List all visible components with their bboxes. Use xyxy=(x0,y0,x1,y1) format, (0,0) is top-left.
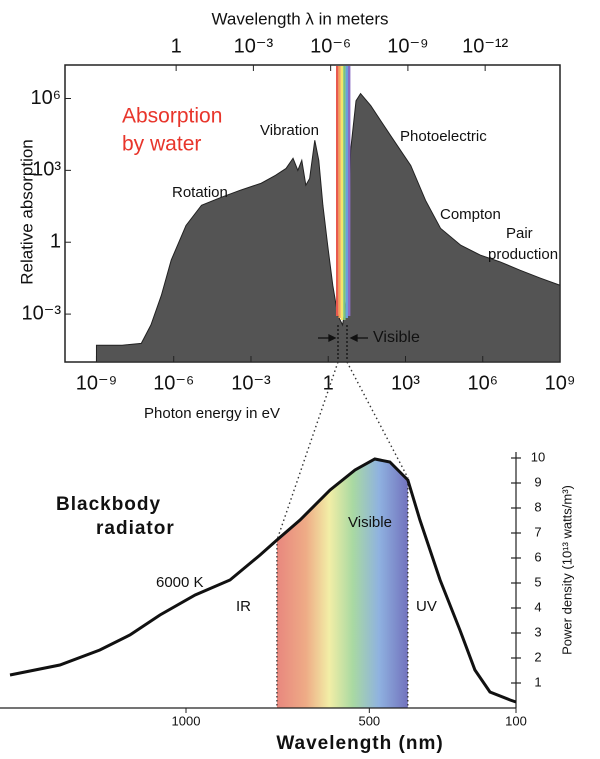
x-tick-label: 500 xyxy=(358,713,380,728)
x-tick-label: 10⁻³ xyxy=(231,372,271,394)
annotation: production xyxy=(488,246,558,263)
y-tick-label: 3 xyxy=(534,624,541,639)
chart-title: Blackbody xyxy=(56,494,161,515)
x2-tick-label: 1 xyxy=(171,35,182,57)
y-axis-label: Power density (10¹³ watts/m³) xyxy=(559,485,574,655)
x2-tick-label: 10⁻¹² xyxy=(462,35,508,57)
y-tick-label: 10³ xyxy=(32,159,61,181)
x-tick-label: 1000 xyxy=(172,713,201,728)
annotation: Photoelectric xyxy=(400,128,487,145)
y-tick-label: 2 xyxy=(534,649,541,664)
absorption-area xyxy=(95,92,561,363)
x2-tick-label: 10⁻³ xyxy=(234,35,274,57)
annotation: IR xyxy=(236,598,251,615)
x2-tick-label: 10⁻⁶ xyxy=(310,35,351,57)
annotation: Vibration xyxy=(260,122,319,139)
x-tick-label: 10⁻⁹ xyxy=(76,372,117,394)
x-axis-label: Wavelength (nm) xyxy=(276,733,443,754)
annotation: UV xyxy=(416,598,437,615)
x-tick-label: 10⁹ xyxy=(545,372,576,394)
x-tick-label: 1 xyxy=(323,372,334,394)
annotation: Rotation xyxy=(172,184,228,201)
y-tick-label: 6 xyxy=(534,549,541,564)
visible-stripes xyxy=(336,66,351,320)
x-axis-label: Photon energy in eV xyxy=(144,405,280,422)
x-tick-label: 100 xyxy=(505,713,527,728)
y-tick-label: 1 xyxy=(534,674,541,689)
chart-title: radiator xyxy=(96,518,175,539)
annotation: 6000 K xyxy=(156,574,204,591)
connector-lines xyxy=(276,361,409,541)
visible-arrows xyxy=(318,325,368,360)
x-tick-label: 10⁻⁶ xyxy=(153,372,194,394)
y-tick-label: 9 xyxy=(534,474,541,489)
x2-axis-label: Wavelength λ in meters xyxy=(212,9,389,28)
annotation: Pair xyxy=(506,225,533,242)
annotation: Visible xyxy=(348,514,392,531)
y-tick-label: 7 xyxy=(534,524,541,539)
annotation: by water xyxy=(122,133,201,156)
y-tick-label: 10⁻³ xyxy=(22,302,62,324)
y-axis-label: Relative absorption xyxy=(17,139,36,285)
x2-tick-label: 10⁻⁹ xyxy=(387,35,428,57)
annotation: Visible xyxy=(373,329,420,346)
y-tick-label: 1 xyxy=(50,231,61,253)
y-tick-label: 10⁶ xyxy=(31,87,61,109)
x-tick-label: 10³ xyxy=(391,372,420,394)
y-tick-label: 10 xyxy=(531,449,545,464)
y-tick-label: 5 xyxy=(534,574,541,589)
x-tick-label: 10⁶ xyxy=(468,372,498,394)
annotation: Compton xyxy=(440,206,501,223)
annotation: Absorption xyxy=(122,105,222,128)
blackbody-curve xyxy=(9,457,517,704)
y-tick-label: 8 xyxy=(534,499,541,514)
y-tick-label: 4 xyxy=(534,599,541,614)
